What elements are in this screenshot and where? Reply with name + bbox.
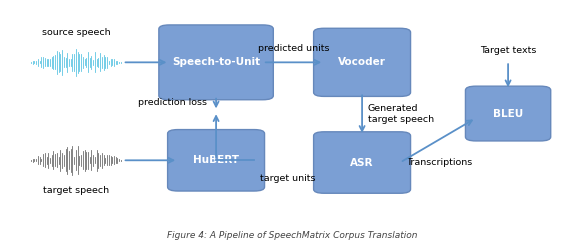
Text: source speech: source speech (41, 28, 110, 37)
Text: HuBERT: HuBERT (193, 155, 239, 165)
Text: Vocoder: Vocoder (338, 57, 386, 67)
FancyBboxPatch shape (159, 25, 273, 100)
FancyBboxPatch shape (168, 129, 265, 191)
Text: predicted units: predicted units (258, 45, 329, 53)
Text: BLEU: BLEU (493, 109, 523, 119)
Text: Speech-to-Unit: Speech-to-Unit (172, 57, 260, 67)
Text: prediction loss: prediction loss (138, 98, 207, 107)
Text: Transcriptions: Transcriptions (406, 158, 472, 167)
Text: Target texts: Target texts (480, 45, 536, 54)
Text: target units: target units (260, 174, 315, 183)
Text: target speech: target speech (43, 186, 109, 195)
FancyBboxPatch shape (314, 28, 411, 96)
FancyBboxPatch shape (465, 86, 551, 141)
Text: ASR: ASR (350, 158, 374, 167)
Text: Generated
target speech: Generated target speech (368, 104, 434, 124)
Text: Figure 4: A Pipeline of SpeechMatrix Corpus Translation: Figure 4: A Pipeline of SpeechMatrix Cor… (167, 231, 417, 240)
FancyBboxPatch shape (314, 132, 411, 193)
